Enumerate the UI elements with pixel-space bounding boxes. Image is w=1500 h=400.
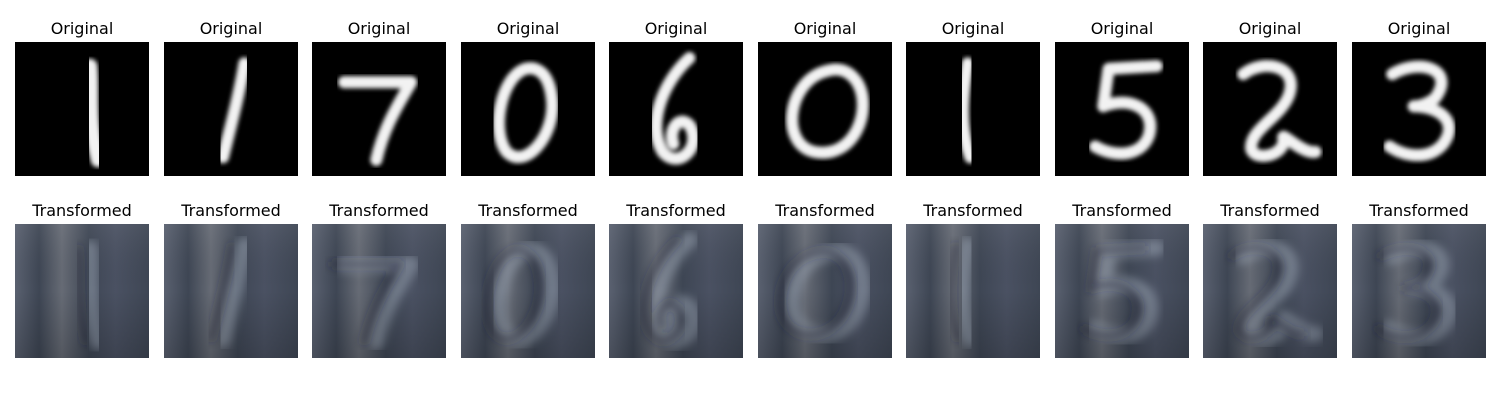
original-title: Original [1387, 19, 1451, 38]
original-digit-image [461, 42, 595, 176]
original-title: Original [1238, 19, 1302, 38]
transformed-digit-image [1352, 224, 1486, 358]
transformed-digit-image [461, 224, 595, 358]
transformed-title: Transformed [626, 201, 726, 220]
original-digit-image [312, 42, 446, 176]
original-digit-image [164, 42, 298, 176]
transformed-digit-image [758, 224, 892, 358]
transformed-title: Transformed [478, 201, 578, 220]
transformed-title: Transformed [1220, 201, 1320, 220]
transformed-title: Transformed [32, 201, 132, 220]
transformed-digit-image [1203, 224, 1337, 358]
original-title: Original [347, 19, 411, 38]
original-digit-image [1203, 42, 1337, 176]
transformed-digit-image [609, 224, 743, 358]
original-title: Original [644, 19, 708, 38]
transformed-digit-image [164, 224, 298, 358]
transformed-title: Transformed [181, 201, 281, 220]
original-digit-image [1055, 42, 1189, 176]
original-digit-image [15, 42, 149, 176]
transformed-title: Transformed [1369, 201, 1469, 220]
transformed-title: Transformed [923, 201, 1023, 220]
transformed-digit-image [906, 224, 1040, 358]
original-title: Original [1090, 19, 1154, 38]
transformed-title: Transformed [1072, 201, 1172, 220]
transformed-digit-image [312, 224, 446, 358]
transformed-digit-image [15, 224, 149, 358]
original-title: Original [941, 19, 1005, 38]
transformed-title: Transformed [775, 201, 875, 220]
original-title: Original [199, 19, 263, 38]
transformed-digit-image [1055, 224, 1189, 358]
transformed-title: Transformed [329, 201, 429, 220]
original-digit-image [1352, 42, 1486, 176]
original-title: Original [496, 19, 560, 38]
original-digit-image [609, 42, 743, 176]
original-title: Original [793, 19, 857, 38]
original-digit-image [758, 42, 892, 176]
original-title: Original [50, 19, 114, 38]
original-digit-image [906, 42, 1040, 176]
